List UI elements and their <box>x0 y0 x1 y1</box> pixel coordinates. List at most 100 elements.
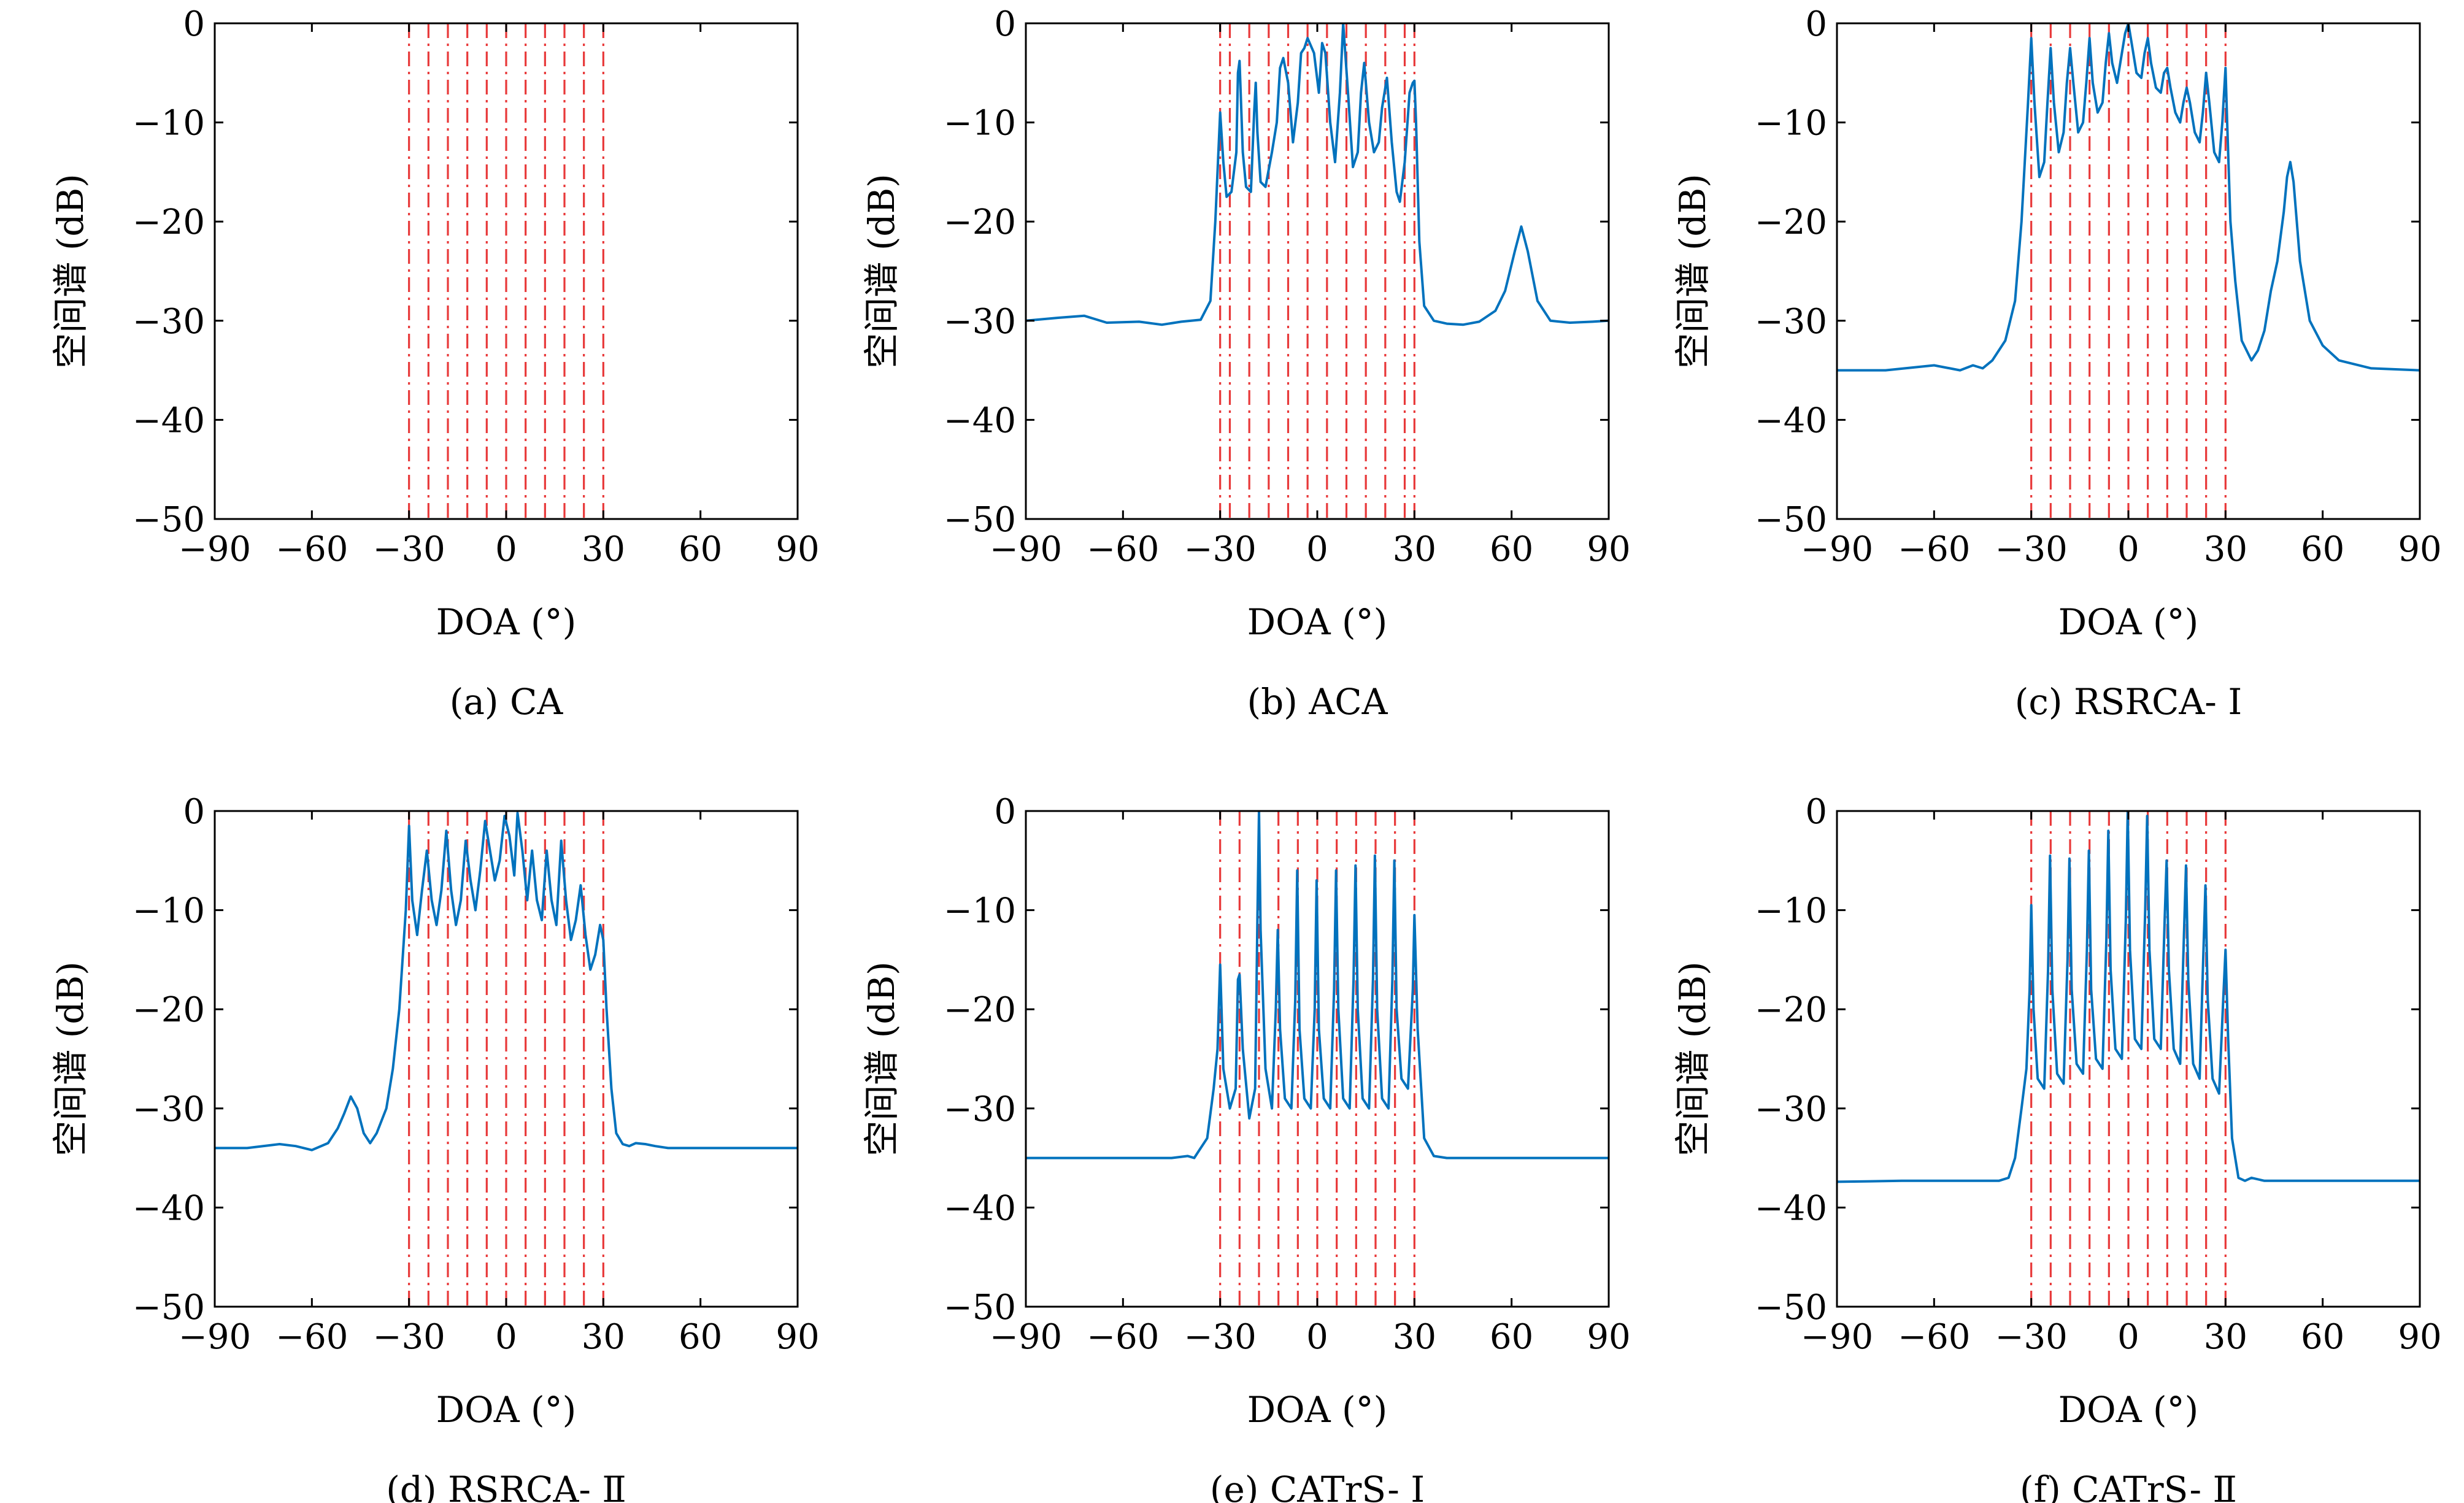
y-tick-label: −30 <box>944 1090 1016 1129</box>
x-tick-label: 90 <box>1587 529 1630 569</box>
true-doa-lines <box>2030 23 2227 519</box>
x-axis-label: DOA (°) <box>2058 1389 2199 1431</box>
spectrum-line-0 <box>1026 811 1609 1159</box>
y-tick-label: 0 <box>994 792 1016 832</box>
true-doa-lines <box>1219 23 1415 519</box>
y-tick-label: 0 <box>994 4 1016 44</box>
x-tick-label: 0 <box>495 1317 517 1357</box>
x-tick-label: 30 <box>2204 1317 2247 1357</box>
y-tick-label: −20 <box>944 990 1016 1030</box>
x-tick-label: −60 <box>1898 1317 1970 1357</box>
y-axis-label: 空间谱 (dB) <box>861 961 903 1156</box>
panels: −90 −60 −30 0 30 60 90 0 −10 −20 −30 −40 −50 DOA (°) 空… <box>50 4 2442 1503</box>
y-tick-label: −30 <box>944 302 1016 342</box>
chart-panel-1: −90 −60 −30 0 30 60 90 0 −10 −20 −30 −40 −50 DOA (°) 空… <box>50 4 820 723</box>
x-tick-label: −90 <box>179 1317 251 1357</box>
x-tick-label: 0 <box>1306 1317 1328 1357</box>
x-tick-label: 30 <box>582 529 625 569</box>
y-axis-label: 空间谱 (dB) <box>1672 961 1714 1156</box>
y-tick-label: 0 <box>183 4 205 44</box>
y-tick-label: −20 <box>944 202 1016 242</box>
x-tick-label: −30 <box>1184 529 1257 569</box>
chart-panel-5: −90 −60 −30 0 30 60 90 0 −10 −20 −30 −40 −50 DOA (°) 空… <box>861 792 1631 1503</box>
x-tick-label: 60 <box>2301 1317 2344 1357</box>
y-tick-label: −10 <box>133 104 205 144</box>
x-tick-label: 30 <box>582 1317 625 1357</box>
y-tick-label: −10 <box>1755 104 1827 144</box>
y-tick-label: −10 <box>1755 891 1827 931</box>
x-tick-label: 0 <box>2117 1317 2139 1357</box>
true-doa-lines <box>408 23 604 519</box>
x-tick-label: −30 <box>373 1317 445 1357</box>
y-tick-label: −50 <box>1755 500 1827 540</box>
y-tick-label: −50 <box>133 1288 205 1328</box>
y-tick-label: −10 <box>133 891 205 931</box>
y-tick-label: 0 <box>183 792 205 832</box>
y-tick-label: −40 <box>133 401 205 440</box>
y-tick-label: −30 <box>133 302 205 342</box>
true-doa-lines <box>408 811 604 1307</box>
y-tick-label: −30 <box>1755 1090 1827 1129</box>
x-tick-label: 90 <box>1587 1317 1630 1357</box>
x-tick-label: −90 <box>179 529 251 569</box>
x-tick-label: −30 <box>373 529 445 569</box>
x-tick-label: −90 <box>990 529 1062 569</box>
x-tick-label: 60 <box>679 1317 722 1357</box>
chart-panel-2: −90 −60 −30 0 30 60 90 0 −10 −20 −30 −40 −50 DOA (°) 空… <box>861 4 1631 723</box>
y-tick-label: −50 <box>133 500 205 540</box>
y-tick-label: 0 <box>1805 792 1827 832</box>
y-tick-label: −40 <box>133 1188 205 1228</box>
panel-caption: (a) CA <box>450 681 564 723</box>
spectrum-line-0 <box>1837 23 2420 372</box>
x-tick-label: 30 <box>1393 1317 1436 1357</box>
y-tick-label: −40 <box>944 1188 1016 1228</box>
x-tick-label: −60 <box>1087 1317 1159 1357</box>
x-tick-label: −30 <box>1184 1317 1257 1357</box>
x-axis-label: DOA (°) <box>436 601 577 643</box>
y-tick-label: −40 <box>944 401 1016 440</box>
y-tick-label: −50 <box>1755 1288 1827 1328</box>
y-tick-label: −50 <box>944 1288 1016 1328</box>
x-tick-label: −60 <box>1898 529 1970 569</box>
y-tick-label: 0 <box>1805 4 1827 44</box>
x-tick-label: −30 <box>1995 529 2068 569</box>
x-tick-label: 0 <box>2117 529 2139 569</box>
y-axis-label: 空间谱 (dB) <box>50 961 91 1156</box>
panel-caption: (f) CATrS- Ⅱ <box>2020 1469 2237 1503</box>
x-axis-label: DOA (°) <box>436 1389 577 1431</box>
x-tick-label: 90 <box>776 529 819 569</box>
y-tick-label: −20 <box>133 990 205 1030</box>
x-tick-label: −90 <box>1801 529 1873 569</box>
y-tick-label: −20 <box>1755 990 1827 1030</box>
x-tick-label: 60 <box>679 529 722 569</box>
x-tick-label: 30 <box>2204 529 2247 569</box>
spectrum-line-0 <box>1026 23 1609 326</box>
spectrum-line-0 <box>215 812 798 1151</box>
y-tick-label: −20 <box>1755 202 1827 242</box>
y-tick-label: −40 <box>1755 1188 1827 1228</box>
x-tick-label: −60 <box>1087 529 1159 569</box>
x-tick-label: 90 <box>2398 529 2441 569</box>
y-tick-label: −30 <box>133 1090 205 1129</box>
true-doa-lines <box>2030 811 2227 1307</box>
y-tick-label: −10 <box>944 891 1016 931</box>
panel-caption: (c) RSRCA- Ⅰ <box>2015 681 2242 723</box>
panel-caption: (b) ACA <box>1247 681 1388 723</box>
y-tick-label: −20 <box>133 202 205 242</box>
x-tick-label: 90 <box>776 1317 819 1357</box>
x-axis-label: DOA (°) <box>2058 601 2199 643</box>
chart-panel-6: −90 −60 −30 0 30 60 90 0 −10 −20 −30 −40 −50 DOA (°) 空… <box>1672 792 2442 1503</box>
x-axis-label: DOA (°) <box>1247 1389 1388 1431</box>
x-tick-label: 90 <box>2398 1317 2441 1357</box>
y-tick-label: −10 <box>944 104 1016 144</box>
x-tick-label: 30 <box>1393 529 1436 569</box>
x-tick-label: −90 <box>990 1317 1062 1357</box>
x-tick-label: −90 <box>1801 1317 1873 1357</box>
x-tick-label: 60 <box>2301 529 2344 569</box>
x-tick-label: −60 <box>275 1317 348 1357</box>
chart-panel-4: −90 −60 −30 0 30 60 90 0 −10 −20 −30 −40 −50 DOA (°) 空… <box>50 792 820 1503</box>
y-tick-label: −30 <box>1755 302 1827 342</box>
true-doa-lines <box>1219 811 1415 1307</box>
